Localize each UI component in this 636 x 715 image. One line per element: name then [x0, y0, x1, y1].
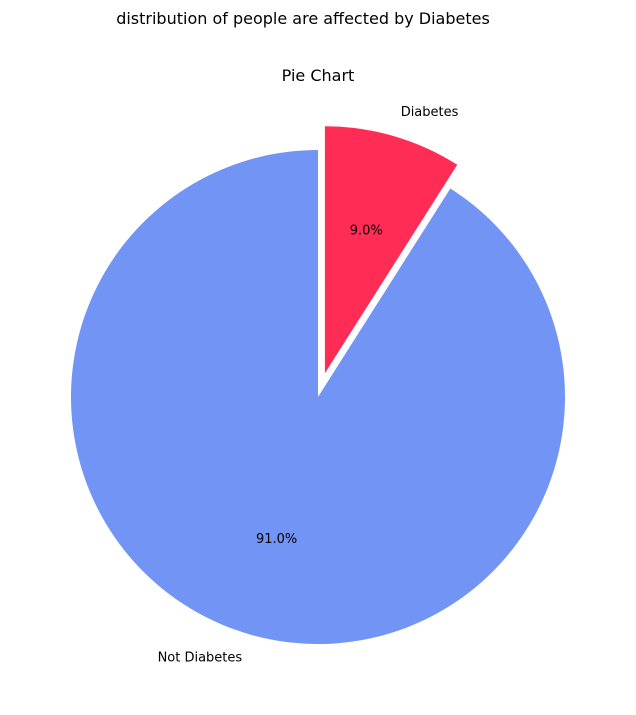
- slice-label: Not Diabetes: [158, 650, 243, 665]
- pie-slices: [70, 126, 565, 644]
- chart-suptitle: distribution of people are affected by D…: [116, 9, 490, 28]
- slice-percent-label: 91.0%: [256, 532, 297, 547]
- slice-label: Diabetes: [401, 105, 459, 120]
- pie-slice: [70, 150, 565, 644]
- pie-slice: [324, 126, 458, 374]
- chart-title: Pie Chart: [282, 66, 355, 85]
- slice-percent-label: 9.0%: [350, 223, 383, 238]
- pie-labels: Diabetes 9.0% Not Diabetes 91.0%: [158, 105, 459, 666]
